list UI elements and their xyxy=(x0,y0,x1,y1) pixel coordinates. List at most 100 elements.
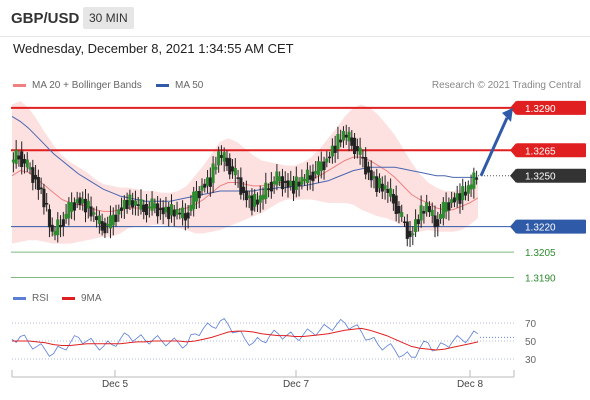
candle-body xyxy=(472,172,476,189)
currency-pair-title: GBP/USD xyxy=(11,10,80,27)
candle-body xyxy=(11,159,15,163)
candle-body xyxy=(466,185,470,194)
forecast-arrow-shaft xyxy=(479,117,509,177)
candle-body xyxy=(255,199,260,205)
candle-body xyxy=(230,166,235,172)
candle-body xyxy=(377,178,382,189)
candle-body xyxy=(325,158,329,163)
candle-body xyxy=(217,151,221,166)
candle-body xyxy=(439,213,443,219)
candle-body xyxy=(461,186,465,201)
candle-body xyxy=(61,219,65,227)
candle-body xyxy=(169,204,174,216)
candle-body xyxy=(142,204,146,212)
rsi-tick-label: 50 xyxy=(525,337,537,348)
candle-body xyxy=(186,212,190,219)
x-tick-label: Dec 8 xyxy=(457,379,484,390)
candle-body xyxy=(469,184,473,190)
candle-body xyxy=(20,151,24,168)
candle-body xyxy=(81,198,85,204)
candle-body xyxy=(200,185,204,191)
candle-body xyxy=(389,188,393,197)
candle-body xyxy=(70,202,74,212)
candle-body xyxy=(156,203,160,217)
timeframe-button[interactable]: 30 MIN xyxy=(83,7,134,29)
candle-body xyxy=(264,182,268,199)
rsi-label: RSI xyxy=(32,293,49,304)
candle-body xyxy=(269,181,273,192)
candle-body xyxy=(192,191,196,210)
level-tag-3 xyxy=(516,219,586,234)
ma50-swatch xyxy=(156,84,169,87)
candle-body xyxy=(344,134,348,138)
candle-body xyxy=(455,193,459,201)
candle-body xyxy=(375,176,379,192)
candle-body xyxy=(144,203,149,216)
candle-body xyxy=(233,168,237,176)
candle-body xyxy=(114,214,118,222)
candle-body xyxy=(361,156,365,159)
candle-body xyxy=(419,205,423,221)
candle-body xyxy=(17,155,21,160)
candle-body xyxy=(28,167,32,170)
candle-body xyxy=(391,193,395,204)
candle-body xyxy=(153,203,157,209)
candle-body xyxy=(72,202,76,211)
candle-body xyxy=(372,176,376,179)
candle-body xyxy=(294,176,298,190)
rsi-line xyxy=(11,317,479,358)
candle-body xyxy=(427,206,432,213)
candle-body xyxy=(414,219,418,233)
candle-body xyxy=(463,191,468,196)
candle-body xyxy=(203,183,207,188)
candle-body xyxy=(314,170,318,174)
candle-body xyxy=(183,213,187,221)
ma20-swatch xyxy=(13,84,26,87)
candle-body xyxy=(244,190,248,201)
candle-body xyxy=(341,131,346,141)
candle-body xyxy=(441,201,445,219)
candle-body xyxy=(303,178,307,182)
candle-body xyxy=(430,209,434,216)
candle-body xyxy=(172,209,176,217)
candle-body xyxy=(83,198,88,213)
level-label-2: 1.3250 xyxy=(525,172,556,183)
candle-body xyxy=(42,188,46,208)
rsi-ma-line xyxy=(12,327,479,351)
candle-body xyxy=(208,177,212,187)
candle-body xyxy=(219,155,223,158)
candle-body xyxy=(339,139,343,143)
ma20-label: MA 20 + Bollinger Bands xyxy=(32,80,142,91)
candle-body xyxy=(452,197,456,203)
candle-body xyxy=(31,167,35,183)
legend-ma20: MA 20 + Bollinger Bands xyxy=(13,80,142,91)
candle-body xyxy=(330,145,334,157)
ma50-label: MA 50 xyxy=(175,80,204,91)
candle-body xyxy=(147,206,151,209)
candle-body xyxy=(272,181,276,184)
rsi-tick-label: 70 xyxy=(525,319,537,330)
candle-body xyxy=(36,177,40,190)
candle-body xyxy=(78,197,82,206)
candle-body xyxy=(433,215,437,228)
candle-body xyxy=(22,159,27,164)
candle-body xyxy=(333,145,337,153)
candle-body xyxy=(300,176,304,185)
candle-body xyxy=(369,170,373,181)
candle-body xyxy=(108,215,113,229)
candle-body xyxy=(253,194,257,207)
candle-body xyxy=(53,230,57,236)
timestamp: Wednesday, December 8, 2021 1:34:55 AM C… xyxy=(13,41,294,56)
candle-body xyxy=(25,159,29,168)
candle-body xyxy=(450,199,454,204)
candle-body xyxy=(444,202,448,212)
candle-body xyxy=(416,219,420,225)
candle-body xyxy=(402,221,407,223)
candle-body xyxy=(236,177,240,179)
candle-body xyxy=(322,161,326,170)
candle-body xyxy=(14,149,18,164)
candle-body xyxy=(58,225,63,228)
candle-body xyxy=(286,180,290,188)
candle-body xyxy=(64,213,68,219)
research-credit: Research © 2021 Trading Central xyxy=(431,80,581,91)
